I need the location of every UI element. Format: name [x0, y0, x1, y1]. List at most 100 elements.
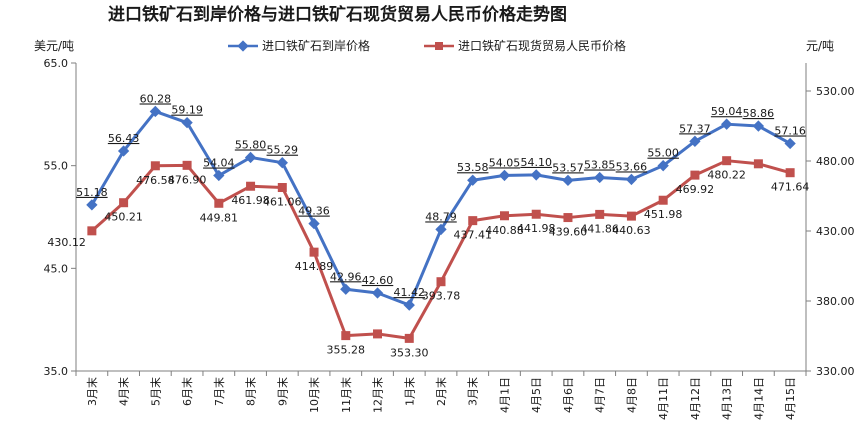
- legend-label-fob-price: 进口铁矿石到岸价格: [262, 38, 370, 53]
- data-label-fob-price: 49.36: [298, 205, 330, 218]
- right-tick-label: 380.00: [816, 295, 855, 308]
- x-tick-label: 4月13日: [721, 377, 734, 420]
- data-label-fob-price: 57.37: [679, 122, 711, 135]
- data-point-fob-price: [244, 151, 257, 164]
- data-label-spot-rmb-price: 476.58: [136, 174, 175, 187]
- x-tick-label: 4月1日: [498, 377, 511, 413]
- data-label-spot-rmb-price: 461.06: [263, 196, 302, 209]
- right-tick-label: 430.00: [816, 225, 855, 238]
- x-tick-label: 2月末: [434, 377, 448, 406]
- data-point-fob-price: [308, 217, 320, 230]
- plot-frame: [75, 63, 807, 372]
- x-tick-label: 4月5日: [530, 377, 543, 413]
- data-point-spot-rmb-price: [277, 183, 287, 193]
- data-label-fob-price: 53.85: [584, 158, 616, 171]
- data-point-spot-rmb-price: [690, 170, 700, 180]
- data-label-fob-price: 42.60: [362, 274, 394, 287]
- data-label-fob-price: 59.19: [171, 104, 203, 117]
- x-tick-label: 4月6日: [562, 377, 575, 413]
- data-point-fob-price: [213, 169, 225, 182]
- data-point-fob-price: [467, 174, 479, 186]
- legend-label-spot-rmb-price: 进口铁矿石现货贸易人民币价格: [458, 38, 626, 53]
- data-point-spot-rmb-price: [119, 198, 129, 208]
- data-label-fob-price: 54.04: [203, 157, 235, 170]
- data-label-spot-rmb-price: 393.78: [422, 290, 461, 303]
- data-point-fob-price: [594, 171, 606, 184]
- legend-item-fob-price: 进口铁矿石到岸价格: [228, 38, 370, 53]
- data-point-spot-rmb-price: [436, 277, 446, 287]
- left-axis: 35.0 45.0 55.0 65.0: [44, 57, 76, 378]
- data-label-fob-price: 57.16: [774, 124, 806, 137]
- right-tick-label: 530.00: [816, 85, 855, 98]
- data-label-spot-rmb-price: 451.98: [644, 208, 683, 221]
- data-point-spot-rmb-price: [785, 168, 795, 178]
- data-label-fob-price: 55.29: [267, 144, 299, 157]
- data-label-spot-rmb-price: 469.92: [676, 183, 715, 196]
- data-point-spot-rmb-price: [404, 333, 414, 343]
- data-label-spot-rmb-price: 437.41: [453, 229, 492, 242]
- x-tick-label: 7月末: [212, 377, 226, 406]
- data-label-fob-price: 51.18: [76, 186, 108, 199]
- x-tick-label: 4月7日: [594, 377, 607, 413]
- data-point-spot-rmb-price: [753, 159, 763, 169]
- data-point-spot-rmb-price: [499, 211, 509, 221]
- data-label-fob-price: 53.57: [552, 161, 584, 174]
- data-label-spot-rmb-price: 440.63: [612, 224, 651, 237]
- data-point-spot-rmb-price: [531, 209, 541, 219]
- data-label-spot-rmb-price: 440.88: [485, 224, 524, 237]
- data-point-spot-rmb-price: [563, 213, 573, 223]
- right-tick-label: 330.00: [816, 365, 855, 378]
- data-point-spot-rmb-price: [658, 195, 668, 205]
- right-axis-unit: 元/吨: [806, 39, 834, 53]
- data-label-fob-price: 55.00: [647, 147, 679, 160]
- data-label-fob-price: 56.43: [108, 132, 140, 145]
- data-label-fob-price: 58.86: [743, 107, 775, 120]
- x-axis: 3月末 4月末 5月末 6月末 7月末 8月末 9月末 10月末 11月末 12月末 1月末 2月末 3…: [75, 371, 807, 420]
- data-point-spot-rmb-price: [246, 181, 256, 191]
- data-point-fob-price: [720, 118, 733, 130]
- x-tick-label: 4月末: [117, 377, 131, 406]
- data-point-spot-rmb-price: [87, 226, 97, 236]
- x-tick-label: 1月末: [402, 377, 416, 406]
- data-point-spot-rmb-price: [341, 331, 351, 341]
- data-point-fob-price: [403, 299, 415, 311]
- x-tick-label: 6月末: [180, 377, 194, 406]
- series-line-fob-price: [90, 109, 791, 307]
- x-tick-label: 9月末: [275, 377, 289, 406]
- data-label-spot-rmb-price: 430.12: [47, 236, 86, 249]
- data-point-spot-rmb-price: [468, 216, 478, 226]
- data-label-spot-rmb-price: 355.28: [327, 344, 366, 357]
- right-axis: 330.00 380.00 430.00 480.00 530.00: [806, 85, 855, 378]
- data-label-fob-price: 42.96: [330, 270, 362, 283]
- data-label-spot-rmb-price: 450.21: [104, 211, 143, 224]
- data-label-spot-rmb-price: 441.98: [517, 222, 556, 235]
- data-label-spot-rmb-price: 441.86: [580, 222, 619, 235]
- data-point-spot-rmb-price: [150, 161, 160, 171]
- x-tick-label: 4月15日: [784, 377, 797, 420]
- right-tick-label: 480.00: [816, 155, 855, 168]
- x-tick-label: 4月14日: [752, 377, 765, 420]
- data-point-fob-price: [689, 135, 701, 147]
- left-axis-unit: 美元/吨: [34, 39, 74, 53]
- data-point-fob-price: [625, 173, 638, 186]
- left-tick-label: 55.0: [44, 160, 69, 173]
- data-point-fob-price: [657, 160, 669, 172]
- x-tick-label: 3月末: [466, 377, 480, 406]
- data-point-spot-rmb-price: [722, 156, 732, 166]
- x-tick-label: 4月8日: [625, 377, 638, 413]
- data-point-spot-rmb-price: [214, 198, 224, 208]
- data-point-spot-rmb-price: [595, 209, 605, 219]
- data-point-fob-price: [435, 223, 447, 236]
- data-point-fob-price: [371, 287, 384, 299]
- legend: 进口铁矿石到岸价格 进口铁矿石现货贸易人民币价格: [228, 38, 626, 53]
- data-label-fob-price: 60.28: [140, 92, 172, 105]
- data-label-spot-rmb-price: 439.60: [549, 226, 588, 239]
- data-label-fob-price: 41.42: [394, 286, 426, 299]
- data-point-spot-rmb-price: [373, 329, 383, 339]
- left-tick-label: 65.0: [44, 57, 69, 70]
- data-point-spot-rmb-price: [182, 160, 192, 170]
- data-point-fob-price: [276, 157, 288, 169]
- data-label-spot-rmb-price: 471.64: [771, 181, 810, 194]
